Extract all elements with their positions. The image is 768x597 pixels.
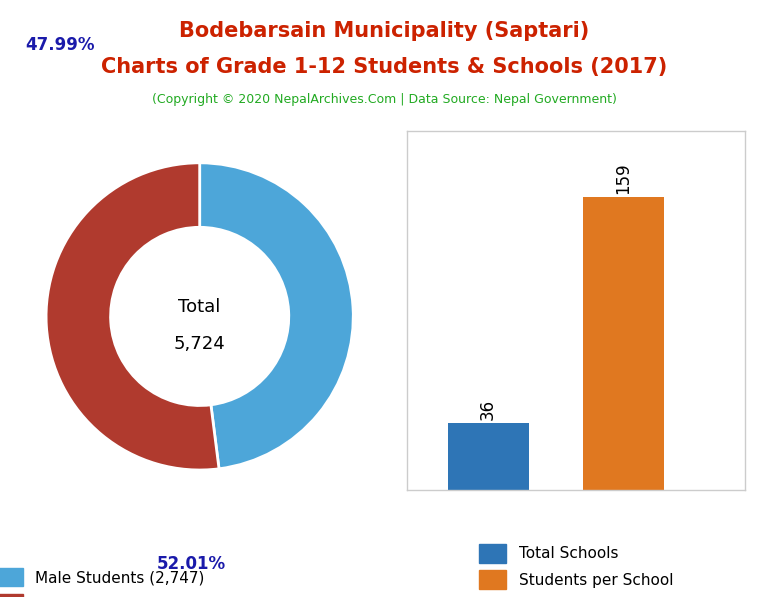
Text: Bodebarsain Municipality (Saptari): Bodebarsain Municipality (Saptari): [179, 21, 589, 41]
Text: 52.01%: 52.01%: [157, 555, 227, 573]
Text: Total: Total: [178, 298, 221, 316]
Text: 36: 36: [479, 399, 497, 420]
Wedge shape: [46, 163, 219, 470]
Text: 159: 159: [614, 162, 632, 194]
Bar: [448, 423, 528, 490]
Text: (Copyright © 2020 NepalArchives.Com | Data Source: Nepal Government): (Copyright © 2020 NepalArchives.Com | Da…: [151, 93, 617, 106]
Text: 5,724: 5,724: [174, 335, 226, 353]
Legend: Male Students (2,747), Female Students (2,977): Male Students (2,747), Female Students (…: [0, 560, 231, 597]
Text: 47.99%: 47.99%: [25, 36, 94, 54]
Wedge shape: [200, 163, 353, 469]
Text: Charts of Grade 1-12 Students & Schools (2017): Charts of Grade 1-12 Students & Schools …: [101, 57, 667, 77]
Bar: [583, 198, 664, 490]
Legend: Total Schools, Students per School: Total Schools, Students per School: [472, 536, 680, 596]
